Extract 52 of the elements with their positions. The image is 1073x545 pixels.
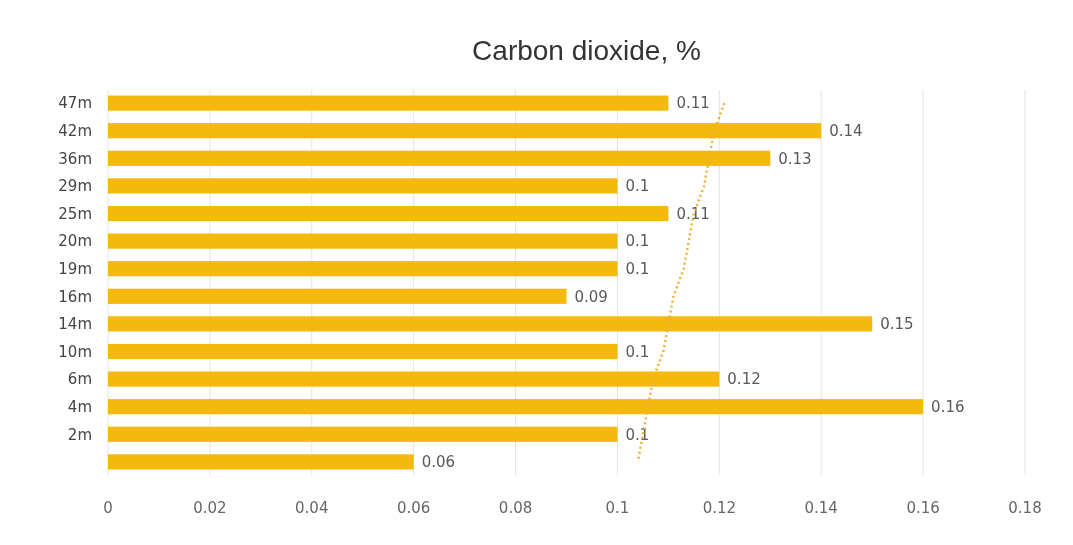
data-label: 0.11	[676, 204, 710, 223]
data-label: 0.1	[625, 232, 650, 251]
y-tick-label: 6m	[67, 370, 92, 389]
y-tick-label: 14m	[58, 315, 92, 334]
x-tick-label: 0	[103, 499, 113, 517]
data-label: 0.1	[625, 177, 650, 196]
bar	[108, 371, 720, 387]
x-tick-label: 0.12	[702, 499, 737, 517]
data-label: 0.12	[727, 370, 761, 389]
bar	[108, 233, 618, 249]
bar	[108, 454, 414, 470]
y-tick-label: 10m	[58, 342, 92, 361]
data-label: 0.1	[625, 342, 650, 361]
y-tick-label: 36m	[58, 149, 92, 168]
x-tick-label: 0.1	[605, 499, 630, 517]
bar	[108, 123, 822, 139]
x-tick-label: 0.06	[396, 499, 431, 517]
y-tick-label: 2m	[67, 425, 92, 444]
bar	[108, 426, 618, 442]
data-label: 0.16	[931, 397, 965, 416]
x-tick-label: 0.08	[498, 499, 533, 517]
y-tick-label: 25m	[58, 204, 92, 223]
data-label: 0.13	[778, 149, 812, 168]
y-tick-label: 42m	[58, 121, 92, 140]
x-tick-label: 0.04	[295, 499, 329, 517]
data-label: 0.14	[829, 121, 863, 140]
y-tick-label: 20m	[58, 232, 92, 251]
data-label: 0.1	[625, 259, 650, 278]
bar	[108, 150, 771, 166]
x-tick-label: 0.16	[906, 499, 940, 517]
data-label: 0.1	[625, 425, 650, 444]
x-tick-label: 0.14	[804, 499, 838, 517]
y-tick-label: 4m	[67, 397, 92, 416]
bar	[108, 261, 618, 277]
x-tick-label: 0.18	[1008, 499, 1042, 517]
bar	[108, 205, 669, 222]
y-tick-label: 16m	[58, 287, 92, 306]
bar	[108, 95, 669, 111]
bar	[108, 343, 618, 360]
bar	[108, 178, 618, 194]
data-label: 0.15	[880, 315, 914, 334]
bar	[108, 399, 924, 415]
y-tick-label: 47m	[58, 94, 92, 113]
data-label: 0.09	[574, 287, 608, 306]
data-label: 0.11	[676, 94, 710, 113]
chart-title: Carbon dioxide, %	[472, 35, 701, 66]
y-tick-label: 29m	[58, 177, 92, 196]
data-label: 0.06	[421, 453, 456, 472]
bar	[108, 316, 873, 332]
y-tick-label: 19m	[58, 259, 92, 278]
x-tick-label: 0.02	[193, 499, 227, 517]
bar	[108, 288, 567, 304]
